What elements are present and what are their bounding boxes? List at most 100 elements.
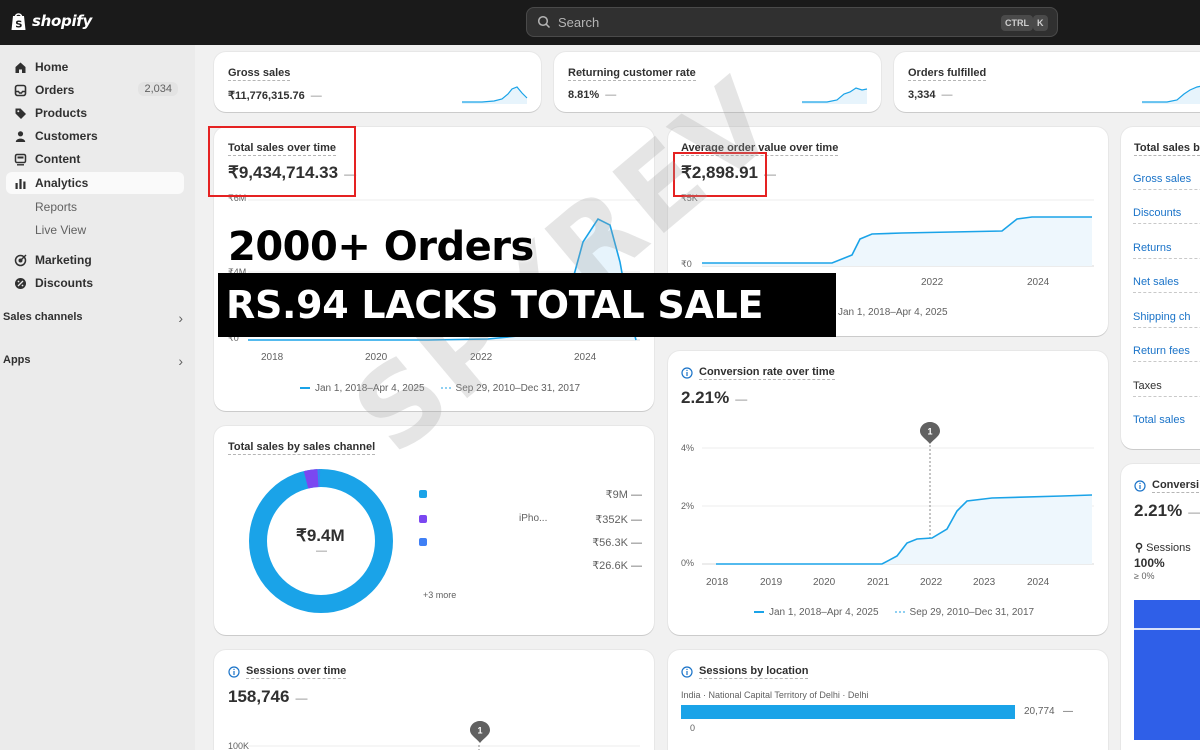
conversion-funnel-card[interactable]: Conversi 2.21% — ⚲ Sessions 100% ≥ 0% (1121, 464, 1200, 750)
sidebar-item-label: Live View (35, 223, 87, 237)
legend-current[interactable]: Jan 1, 2018–Apr 4, 2025 (754, 607, 879, 618)
sidebar-item-home[interactable]: Home (6, 56, 184, 78)
shortcut-k-key: K (1033, 15, 1048, 31)
info-icon[interactable] (681, 666, 693, 678)
trend-dash: — (1188, 505, 1200, 519)
annotation-marker[interactable]: 1 (469, 720, 491, 744)
y-tick: ₹0 (228, 333, 239, 343)
conversion-chart (702, 441, 1094, 565)
svg-text:S: S (15, 20, 22, 31)
breakdown-link-net-sales[interactable]: Net sales (1133, 271, 1200, 293)
breakdown-link-returns[interactable]: Returns (1133, 237, 1200, 259)
funnel-conversion-value: 2.21% — (1134, 501, 1200, 521)
more-channels-link[interactable]: +3 more (423, 590, 457, 600)
funnel-conversion-text: 2.21% (1134, 501, 1183, 520)
sidebar-item-label: Orders (35, 83, 75, 97)
shopify-bag-icon: S (11, 13, 26, 31)
card-title: Average order value over time (681, 142, 839, 156)
sidebar-item-reports[interactable]: Reports (6, 196, 184, 218)
metric-card-returning-customer-rate[interactable]: Returning customer rate 8.81% — (554, 52, 881, 112)
sidebar: Home Orders 2,034 Products Customers Con… (0, 45, 195, 750)
info-icon[interactable] (228, 666, 240, 678)
card-title: Sessions by location (699, 665, 809, 679)
sessions-by-location-card[interactable]: Sessions by location India · National Ca… (668, 650, 1108, 750)
shopify-logo[interactable]: S shopify (10, 11, 92, 31)
annotation-label: 1 (477, 726, 482, 736)
x-tick: 2021 (867, 577, 890, 588)
y-tick: 2% (681, 501, 695, 511)
sidebar-item-label: Analytics (35, 176, 89, 190)
legend-previous[interactable]: Sep 29, 2010–Dec 31, 2017 (440, 383, 580, 394)
sessions-chart (248, 745, 640, 750)
legend-swatch (419, 515, 427, 523)
donut-chart (249, 468, 393, 613)
tag-icon (15, 108, 26, 119)
breakdown-link-shipping[interactable]: Shipping ch (1133, 306, 1200, 328)
total-sales-value: ₹9,434,714.33 — (228, 163, 356, 183)
channel-value: ₹352K — (566, 513, 642, 526)
content-icon (14, 153, 27, 166)
sidebar-item-orders[interactable]: Orders 2,034 (6, 79, 184, 101)
trend-dash: — (735, 392, 748, 406)
metric-trend: — (605, 89, 617, 101)
sidebar-item-marketing[interactable]: Marketing (6, 249, 184, 271)
sidebar-item-label: Marketing (35, 253, 92, 267)
legend-current[interactable]: Jan 1, 2018–Apr 4, 2025 (823, 307, 948, 318)
sidebar-item-products[interactable]: Products (6, 102, 184, 124)
inbox-icon (14, 84, 27, 96)
aov-value-text: ₹2,898.91 (681, 163, 758, 182)
y-tick: ₹6M (228, 193, 247, 203)
breakdown-link-discounts[interactable]: Discounts (1133, 202, 1200, 224)
card-title: Conversi (1152, 479, 1200, 493)
chart-legend: Jan 1, 2018–Apr 4, 2025 (823, 307, 948, 318)
search-input[interactable] (558, 14, 978, 30)
legend-current[interactable]: Jan 1, 2018–Apr 4, 2025 (300, 383, 425, 394)
channel-trend: — (631, 514, 642, 526)
sidebar-item-customers[interactable]: Customers (6, 125, 184, 147)
walk-icon: ⚲ (1135, 542, 1144, 554)
search-icon (537, 15, 551, 29)
sessions-percent: 100% (1134, 556, 1165, 570)
legend-label: Jan 1, 2018–Apr 4, 2025 (769, 607, 879, 618)
sidebar-item-analytics[interactable]: Analytics (6, 172, 184, 194)
highlight-box-total-sales (208, 126, 356, 197)
chart-legend: Jan 1, 2018–Apr 4, 2025 Sep 29, 2010–Dec… (754, 607, 1034, 618)
funnel-bar-divider (1134, 628, 1200, 630)
sidebar-item-content[interactable]: Content (6, 148, 184, 170)
metric-title: Returning customer rate (568, 67, 696, 81)
metric-card-gross-sales[interactable]: Gross sales ₹11,776,315.76 — (214, 52, 541, 112)
info-icon[interactable] (1134, 480, 1146, 492)
search-bar[interactable]: CTRL K (526, 7, 1058, 37)
card-title: Sessions over time (246, 665, 347, 679)
sidebar-section-apps[interactable]: Apps › (3, 353, 183, 369)
sales-by-channel-card[interactable]: Total sales by sales channel ₹9.4M — ₹9M… (214, 426, 654, 635)
conversion-value-text: 2.21% (681, 388, 730, 407)
breakdown-link-return-fees[interactable]: Return fees (1133, 340, 1200, 362)
trend-dash: — (764, 167, 776, 181)
sidebar-section-sales-channels[interactable]: Sales channels › (3, 310, 183, 326)
metric-title: Gross sales (228, 67, 291, 81)
metric-value-text: 8.81% (568, 89, 600, 101)
breakdown-link-gross-sales[interactable]: Gross sales (1133, 168, 1200, 190)
legend-previous[interactable]: Sep 29, 2010–Dec 31, 2017 (894, 607, 1034, 618)
sessions-over-time-card[interactable]: Sessions over time 158,746 — 100K 1 (214, 650, 654, 750)
conversion-rate-card[interactable]: Conversion rate over time 2.21% — 4% 2% 0… (668, 351, 1108, 635)
sidebar-item-label: Home (35, 60, 69, 74)
sessions-label-text: Sessions (1146, 542, 1191, 554)
sidebar-item-label: Content (35, 152, 81, 166)
discount-icon (15, 277, 26, 289)
x-axis-zero: 0 (690, 723, 696, 733)
aov-chart (702, 199, 1094, 267)
overlay-banner: RS.94 LACKS TOTAL SALE (218, 273, 836, 337)
metric-value-text: ₹11,776,315.76 (228, 90, 305, 102)
breakdown-link-total-sales[interactable]: Total sales (1133, 414, 1185, 426)
annotation-marker[interactable]: 1 (919, 421, 941, 445)
total-sales-breakdown-card[interactable]: Total sales b Gross sales Discounts Retu… (1121, 127, 1200, 449)
info-icon[interactable] (681, 367, 693, 379)
sidebar-item-live-view[interactable]: Live View (6, 219, 184, 241)
bar-chart-icon (15, 178, 26, 189)
sidebar-item-discounts[interactable]: Discounts (6, 272, 184, 294)
trend-dash: — (344, 167, 357, 181)
metric-card-orders-fulfilled[interactable]: Orders fulfilled 3,334 — (894, 52, 1200, 112)
channel-trend: — (631, 560, 642, 572)
